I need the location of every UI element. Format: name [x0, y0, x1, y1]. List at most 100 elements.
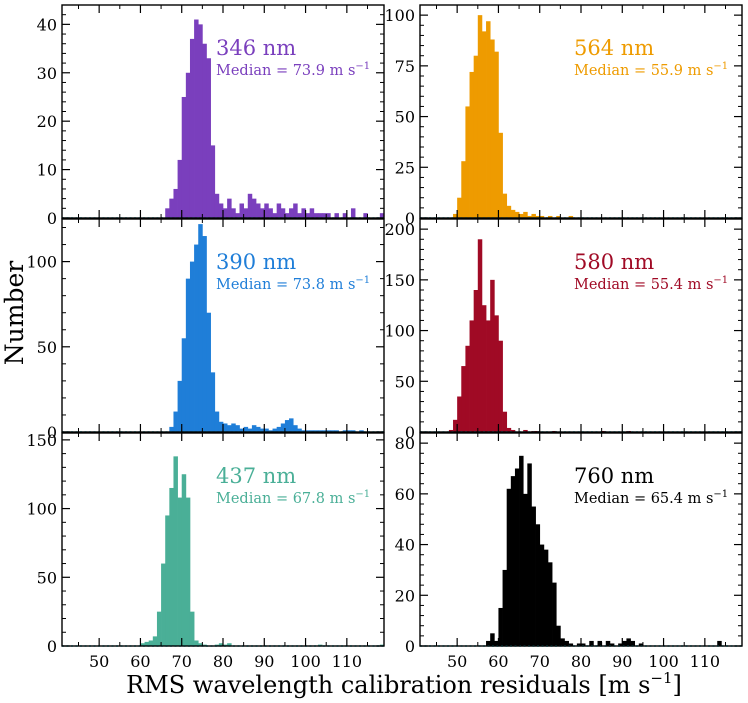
histogram-bar: [280, 423, 286, 432]
y-tick-label: 40: [395, 536, 415, 555]
histogram-bar: [276, 203, 282, 218]
histogram-bar: [535, 215, 541, 218]
histogram-bar: [177, 159, 183, 218]
histogram-bar: [227, 425, 232, 432]
histogram-bar: [301, 208, 306, 218]
histogram-bar: [539, 215, 545, 218]
histogram-bar: [453, 213, 458, 218]
histogram-bar: [494, 640, 499, 646]
histogram-bar: [477, 239, 483, 432]
histogram-bar: [161, 563, 166, 646]
histogram-bar: [568, 215, 574, 218]
histogram-bar: [210, 145, 216, 218]
histogram-bar: [206, 58, 211, 218]
histogram-bar: [717, 640, 722, 646]
histogram-bar: [519, 213, 524, 218]
histogram-bar: [284, 420, 290, 432]
histogram-bar: [264, 203, 269, 218]
histogram-bar: [494, 51, 499, 218]
histogram-bar: [185, 278, 191, 432]
histogram-bar: [490, 633, 495, 646]
histogram-bar: [350, 430, 356, 432]
histogram-bar: [326, 213, 331, 218]
y-tick-label: 75: [395, 57, 415, 76]
histogram-bar: [317, 430, 323, 432]
histogram-bar: [210, 372, 216, 432]
histogram-bar: [198, 224, 203, 432]
histogram-bar: [260, 208, 265, 218]
histogram-bar: [465, 345, 470, 432]
wavelength-label: 390 nm: [216, 250, 296, 274]
x-tick-label: 50: [89, 652, 109, 671]
histogram-bar: [622, 640, 627, 646]
y-tick-label: 60: [395, 485, 415, 504]
histogram-bar: [185, 72, 191, 219]
histogram-bar: [165, 208, 170, 218]
wavelength-label: 346 nm: [216, 36, 296, 60]
histogram-bar: [235, 425, 240, 432]
histogram-bar: [465, 106, 470, 218]
y-tick-label: 30: [37, 64, 57, 83]
histogram-bar: [156, 611, 162, 646]
histogram-bar: [448, 429, 454, 432]
histogram-bar: [251, 198, 257, 218]
histogram-bar: [350, 208, 356, 218]
histogram-bar: [564, 640, 569, 646]
histogram-bar: [305, 430, 311, 432]
histogram-bar: [481, 31, 487, 219]
histogram-bar: [498, 340, 503, 432]
histogram-bar: [169, 198, 174, 218]
histogram-bar: [334, 430, 339, 432]
median-label: Median = 55.9 m s−1: [574, 61, 728, 79]
x-tick-label: 60: [488, 652, 508, 671]
y-tick-label: 50: [395, 108, 415, 127]
histogram-bar: [473, 290, 479, 432]
histogram-bar: [148, 640, 154, 646]
x-tick-label: 90: [612, 652, 632, 671]
x-tick-label: 90: [254, 652, 274, 671]
panel-frame: [419, 4, 743, 219]
x-tick-label: 110: [332, 652, 363, 671]
median-label: Median = 73.9 m s−1: [216, 61, 370, 79]
histogram-bar: [523, 211, 528, 218]
wavelength-label: 760 nm: [574, 464, 654, 488]
histogram-bar: [214, 411, 220, 432]
x-tick-label: 100: [648, 652, 679, 671]
histogram-bar: [453, 419, 458, 432]
histogram-bar: [144, 641, 150, 646]
x-tick-label: 60: [130, 652, 150, 671]
median-label: Median = 67.8 m s−1: [216, 489, 370, 507]
histogram-bar: [359, 430, 364, 432]
histogram-bar: [256, 203, 261, 218]
x-tick-label: 70: [530, 652, 550, 671]
median-label: Median = 65.4 m s−1: [574, 489, 728, 507]
x-axis-label: RMS wavelength calibration residuals [m …: [126, 669, 682, 699]
histogram-bar: [326, 430, 331, 432]
histogram-bar: [638, 643, 644, 646]
histogram-bar: [556, 215, 561, 218]
histogram-bar: [272, 213, 278, 218]
histogram-bar: [510, 429, 516, 432]
y-tick-label: 100: [26, 500, 57, 519]
histogram-bar: [227, 198, 232, 218]
histogram-bar: [379, 213, 385, 218]
y-tick-label: 25: [395, 158, 415, 177]
x-tick-label: 50: [447, 652, 467, 671]
histogram-bar: [293, 425, 298, 432]
histogram-bar: [309, 208, 315, 218]
histogram-bar: [243, 208, 249, 218]
histogram-bar: [198, 643, 203, 646]
histogram-bar: [630, 640, 636, 646]
y-tick-label: 50: [395, 372, 415, 391]
y-tick-label: 50: [37, 338, 57, 357]
histogram-bar: [539, 544, 545, 646]
histogram-bar: [334, 213, 339, 218]
histogram-bar: [506, 427, 512, 432]
panel-frame: [61, 4, 385, 219]
y-tick-label: 0: [405, 209, 415, 228]
histogram-bar: [494, 315, 499, 432]
histogram-bar: [510, 476, 516, 646]
histogram-bar: [313, 213, 319, 218]
histogram-bar: [194, 244, 199, 432]
